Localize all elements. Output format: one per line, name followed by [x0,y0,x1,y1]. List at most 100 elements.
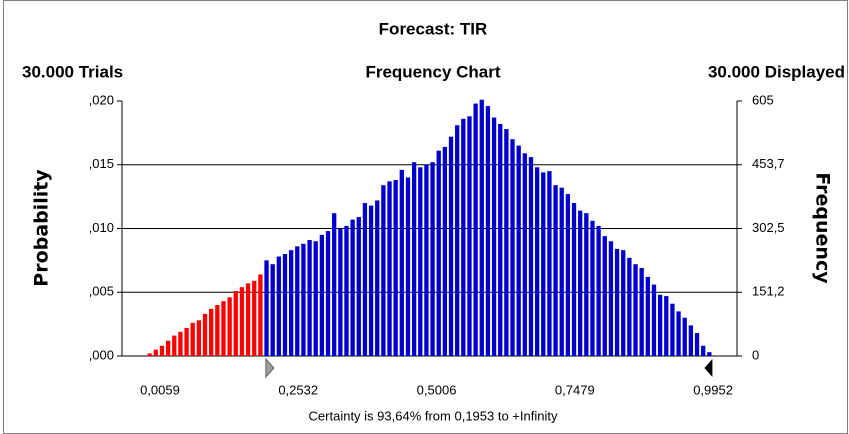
upper-marker [704,359,713,377]
bar [172,335,177,356]
y-tick-label: ,000 [89,347,114,362]
bar [282,254,288,356]
bar [252,280,257,356]
bar [387,181,392,356]
certainty-text: Certainty is 93,64% from 0,1953 to +Infi… [309,408,558,423]
x-tick-label: 0,2532 [278,382,318,397]
bar [233,290,238,356]
bar [184,327,189,356]
bar [707,352,712,356]
bar [381,185,386,356]
bar [436,150,441,356]
bar [147,353,152,356]
displayed-label: 30.000 Displayed [708,62,845,81]
bar [547,171,552,356]
bar [178,331,183,356]
y2-tick-label: 0 [752,347,759,362]
bar [614,248,620,356]
bar [590,220,595,356]
y-axis-label: Probability [31,169,53,287]
bar [288,250,294,356]
bar [221,301,226,356]
bar [565,194,571,356]
x-tick-label: 0,5006 [417,382,457,397]
bar [399,169,404,356]
bar [645,276,650,356]
bar [270,264,275,356]
y2-tick-label: 453,7 [752,156,785,171]
bar [411,162,417,356]
bar [504,129,509,356]
bar [264,260,269,356]
chart-subtitle: Frequency Chart [365,62,500,81]
bar [418,167,423,356]
bar [559,187,564,356]
bar [657,294,663,356]
bar [332,213,337,356]
bar [694,333,700,356]
bar [202,313,208,356]
bar [701,345,706,356]
bar [227,297,232,356]
bar [571,203,577,356]
x-tick-label: 0,0059 [140,382,180,397]
bar [375,200,380,356]
bar [209,308,214,356]
bar [393,180,398,356]
bar [664,296,669,356]
y2-tick-label: 605 [752,92,774,107]
bar [639,268,644,356]
bar [491,117,497,356]
certainty-marker [265,357,275,379]
bar [510,139,515,356]
bar [516,145,521,356]
bar [627,257,632,356]
bar [215,305,220,356]
bar [467,116,472,356]
bar [473,103,478,356]
bar [676,311,681,356]
bar [479,99,484,356]
bar [338,228,343,356]
bar [325,231,331,356]
y-tick-label: ,010 [89,220,114,235]
bar [405,177,411,356]
y2-tick-label: 151,2 [752,284,785,299]
bar [239,287,245,356]
bar [584,213,589,356]
bar [159,345,165,356]
bar [553,185,558,356]
bar [485,106,491,356]
bar [350,219,355,356]
bar [319,234,325,356]
bar [153,349,158,356]
bar [651,284,657,356]
y-tick-label: ,020 [89,92,114,107]
bar [522,153,527,356]
bar [165,340,171,356]
bar [276,256,281,356]
chart-title: Forecast: TIR [379,19,488,38]
bar [368,205,374,356]
bar [688,325,694,356]
bar [578,210,583,356]
bar [461,118,466,356]
trials-label: 30.000 Trials [22,62,123,81]
bar [295,246,300,356]
y-tick-label: ,005 [89,284,114,299]
x-tick-label: 0,7479 [555,382,595,397]
bar [448,136,454,356]
bar [258,274,263,356]
bar [621,250,626,356]
bar [307,239,312,356]
bar [528,157,534,356]
bar [424,164,429,356]
bar [190,322,195,356]
bar [633,264,638,356]
bar [455,125,460,356]
x-tick-label: 0,9952 [693,382,733,397]
bar [430,162,435,356]
y2-axis-label: Frequency [812,172,834,284]
